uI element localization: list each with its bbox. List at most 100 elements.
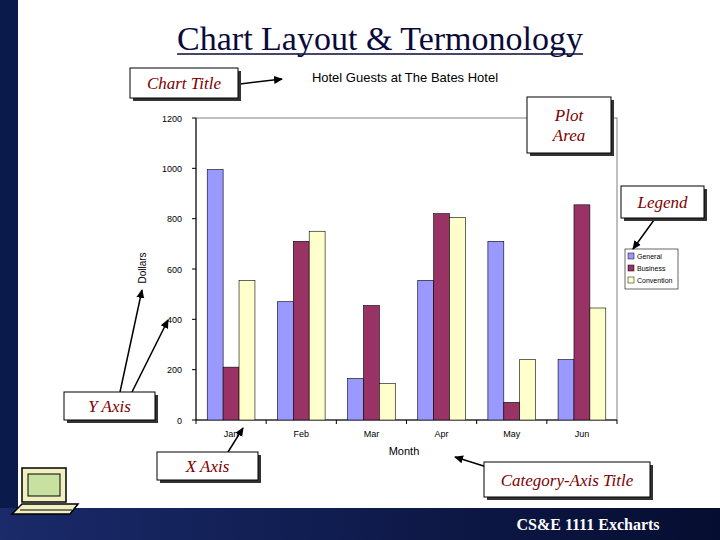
- y-tick-label: 800: [167, 214, 182, 224]
- callout-box: [157, 452, 258, 480]
- heading: Chart Layout & Termonology: [177, 20, 583, 57]
- callout-line: Plot: [554, 106, 585, 125]
- callout-box: [484, 462, 650, 497]
- x-tick: [196, 420, 197, 424]
- callout-text: Chart Title: [147, 74, 222, 93]
- bar: [293, 241, 309, 420]
- x-axis-title: Month: [389, 445, 420, 457]
- bar: [309, 231, 325, 420]
- callout-arrow: [228, 428, 243, 452]
- y-tick: [192, 369, 196, 370]
- legend-swatch: [628, 253, 634, 259]
- y-tick: [192, 168, 196, 169]
- icon-monitor: [22, 468, 66, 502]
- callout-line: Category-Axis Title: [501, 471, 634, 490]
- bars: [207, 170, 606, 420]
- callout-arrow: [240, 79, 282, 84]
- callout-line: Chart Title: [147, 74, 222, 93]
- bar: [379, 384, 395, 420]
- y-tick: [192, 269, 196, 270]
- x-tick-label: Apr: [435, 429, 449, 439]
- x-tick: [617, 420, 618, 424]
- callout-box: [621, 186, 704, 218]
- y-tick-label: 600: [167, 265, 182, 275]
- footer: CS&E 1111 Excharts: [516, 516, 659, 533]
- y-tick: [192, 420, 196, 421]
- bar: [207, 170, 223, 420]
- callout-line: X Axis: [185, 457, 230, 476]
- callout-text: X Axis: [185, 457, 230, 476]
- callout-arrow: [633, 220, 654, 249]
- callout-box: [64, 392, 155, 420]
- callout: Y Axis: [64, 290, 168, 423]
- legend-label: Business: [637, 265, 666, 272]
- background: [0, 0, 720, 540]
- y-tick-label: 0: [177, 416, 182, 426]
- icon-keys: [20, 510, 72, 511]
- callout-arrow: [132, 320, 168, 392]
- heading-underline: [177, 53, 583, 55]
- legend-swatch: [628, 265, 634, 271]
- bar: [590, 308, 606, 420]
- callout-line: Area: [552, 126, 585, 145]
- x-tick-label: May: [503, 429, 521, 439]
- computer-icon: [12, 468, 78, 514]
- bar: [558, 360, 574, 420]
- y-tick-label: 200: [167, 365, 182, 375]
- bar: [450, 217, 466, 420]
- callout-text: Y Axis: [88, 397, 131, 416]
- y-tick-label: 400: [167, 315, 182, 325]
- left-strip: [0, 0, 18, 540]
- legend-box: [625, 249, 678, 289]
- callout: Category-Axis Title: [455, 457, 653, 500]
- callout-text: Legend: [636, 193, 688, 212]
- bar: [223, 367, 239, 420]
- bar: [418, 280, 434, 420]
- callout-box: [130, 68, 238, 98]
- x-tick: [406, 420, 407, 424]
- callout: PlotArea: [527, 97, 614, 156]
- legend-label: General: [637, 253, 662, 260]
- y-tick: [192, 118, 196, 119]
- legend: General Business Convention: [625, 249, 678, 289]
- callout: Chart Title: [130, 68, 282, 101]
- bar: [488, 241, 504, 420]
- callout-text: Category-Axis Title: [501, 471, 634, 490]
- slide: Chart Layout & Termonology CS&E 1111 Exch…: [0, 0, 720, 540]
- callout: Legend: [621, 186, 707, 249]
- icon-screen: [28, 474, 60, 496]
- x-tick: [266, 420, 267, 424]
- x-tick-label: Feb: [293, 429, 309, 439]
- bar: [239, 280, 255, 420]
- y-tick-label: 1000: [162, 164, 182, 174]
- legend-label: Convention: [637, 277, 673, 284]
- chart-title: Hotel Guests at The Bates Hotel: [312, 70, 498, 85]
- y-tick-label: 1200: [162, 114, 182, 124]
- bar: [504, 402, 520, 420]
- x-tick: [476, 420, 477, 424]
- bar: [363, 305, 379, 420]
- y-tick: [192, 319, 196, 320]
- bottom-bar: [0, 508, 720, 540]
- callout: X Axis: [157, 428, 261, 483]
- y-axis-title: Dollars: [137, 252, 148, 283]
- icon-keyboard: [12, 504, 78, 514]
- x-tick-label: Jan: [224, 429, 239, 439]
- callout-box: [527, 97, 611, 153]
- callout-line: Y Axis: [88, 397, 131, 416]
- bar: [277, 302, 293, 420]
- bar: [520, 360, 536, 420]
- callout-text: PlotArea: [552, 106, 585, 145]
- bar: [574, 205, 590, 420]
- callout-arrow: [120, 290, 142, 392]
- y-tick: [192, 218, 196, 219]
- bar: [348, 378, 364, 420]
- legend-swatch: [628, 277, 634, 283]
- callout-line: Legend: [636, 193, 688, 212]
- plot-area: [196, 118, 617, 420]
- x-tick: [336, 420, 337, 424]
- x-tick-label: Jun: [575, 429, 590, 439]
- bar: [434, 214, 450, 420]
- x-tick-label: Mar: [364, 429, 380, 439]
- x-tick: [546, 420, 547, 424]
